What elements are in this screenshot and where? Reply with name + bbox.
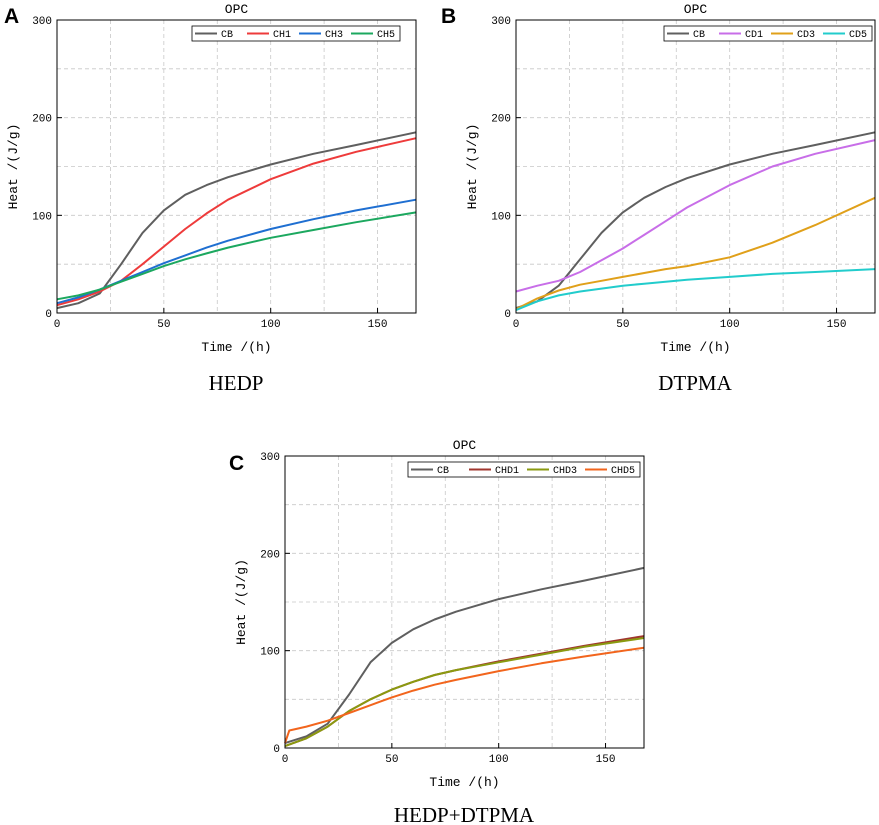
chart-panel-b: 0 50 100 150 0 100 200 300 OPC Time /(h) Heat /(J/…: [441, 2, 876, 395]
chart-title: OPC: [225, 2, 249, 17]
y-tick-label: 300: [491, 16, 511, 28]
legend-label-ch1: CH1: [273, 30, 291, 41]
plot-frame: [515, 19, 876, 314]
legend-label-cb: CB: [437, 466, 449, 477]
x-tick-label: 0: [513, 319, 520, 331]
legend-label-chd3: CHD3: [553, 466, 577, 477]
panel-caption: DTPMA: [658, 371, 732, 395]
panel-letter: C: [229, 452, 244, 475]
series-line-cd3: [515, 196, 876, 310]
series-line-cd5: [515, 268, 876, 312]
chart-panel-c: 0 50 100 150 0 100 200 300 OPC Time /(h) Heat /(J/…: [229, 438, 645, 825]
series-line-cb: [56, 131, 417, 310]
x-tick-label: 0: [54, 319, 61, 331]
panel-caption: HEDP: [209, 371, 264, 395]
y-tick-label: 300: [32, 16, 52, 28]
plot-frame: [284, 455, 645, 749]
chart-panel-a: 0 50 100 150 0 100 200 300 OPC Time /(h) Heat /(J/…: [4, 2, 417, 395]
plot-frame: [56, 19, 417, 314]
legend-label-cb: CB: [693, 30, 705, 41]
legend: CB CD1 CD3 CD5: [663, 25, 873, 42]
legend-box: [663, 25, 873, 42]
series-line-cd1: [515, 139, 876, 293]
series-line-cb: [284, 566, 645, 745]
series-line-ch3: [56, 198, 417, 305]
legend-box: [191, 25, 401, 42]
series-line-ch5: [56, 211, 417, 301]
y-tick-label: 300: [260, 452, 280, 464]
x-tick-label: 100: [720, 319, 740, 331]
series-line-cb: [515, 131, 876, 310]
series-line-chd5: [284, 646, 645, 744]
panel-letter: B: [441, 5, 456, 28]
y-tick-label: 0: [45, 309, 52, 321]
legend-label-chd1: CHD1: [495, 466, 519, 477]
legend-label-cd3: CD3: [797, 30, 815, 41]
legend-label-cd5: CD5: [849, 30, 867, 41]
x-tick-label: 100: [489, 754, 509, 766]
y-tick-label: 0: [504, 309, 511, 321]
legend-label-cb: CB: [221, 30, 233, 41]
legend: CB CH1 CH3 CH5: [191, 25, 401, 42]
y-tick-label: 0: [273, 744, 280, 756]
chart-title: OPC: [684, 2, 708, 17]
series-line-ch1: [56, 137, 417, 307]
y-tick-label: 100: [260, 647, 280, 659]
y-tick-label: 200: [260, 549, 280, 561]
y-axis-label: Heat /(J/g): [465, 124, 480, 210]
legend-label-ch3: CH3: [325, 30, 343, 41]
x-axis-label: Time /(h): [660, 340, 730, 355]
series-line-chd3: [284, 637, 645, 748]
legend-label-ch5: CH5: [377, 30, 395, 41]
y-tick-label: 100: [491, 211, 511, 223]
x-tick-label: 150: [596, 754, 616, 766]
y-axis-label: Heat /(J/g): [234, 559, 249, 645]
x-axis-label: Time /(h): [429, 775, 499, 790]
legend-box: [407, 461, 641, 478]
legend: CB CHD1 CHD3 CHD5: [407, 461, 641, 478]
legend-label-chd5: CHD5: [611, 466, 635, 477]
y-tick-label: 100: [32, 211, 52, 223]
x-tick-label: 150: [827, 319, 847, 331]
legend-label-cd1: CD1: [745, 30, 763, 41]
x-tick-label: 50: [616, 319, 629, 331]
y-tick-label: 200: [32, 114, 52, 126]
x-tick-label: 100: [261, 319, 281, 331]
x-axis-label: Time /(h): [201, 340, 271, 355]
y-axis-label: Heat /(J/g): [6, 124, 21, 210]
panel-letter: A: [4, 5, 19, 28]
x-tick-label: 50: [385, 754, 398, 766]
y-tick-label: 200: [491, 114, 511, 126]
series-line-chd1: [284, 635, 645, 748]
x-tick-label: 50: [157, 319, 170, 331]
chart-title: OPC: [453, 438, 477, 453]
panel-caption: HEDP+DTPMA: [394, 803, 535, 825]
x-tick-label: 0: [282, 754, 289, 766]
x-tick-label: 150: [368, 319, 388, 331]
